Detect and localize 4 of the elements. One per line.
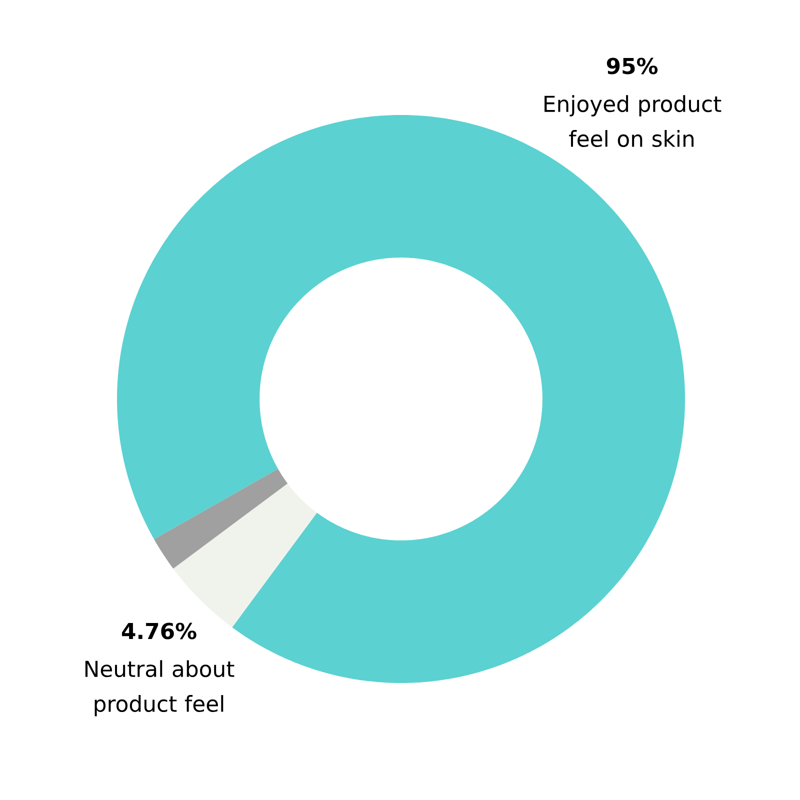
data-label: 95%	[606, 58, 658, 74]
slice-label: Enjoyed product feel on skin	[544, 95, 722, 148]
slice-label: Neutral about product feel	[85, 660, 234, 716]
data-label: 4.76%	[122, 622, 196, 640]
